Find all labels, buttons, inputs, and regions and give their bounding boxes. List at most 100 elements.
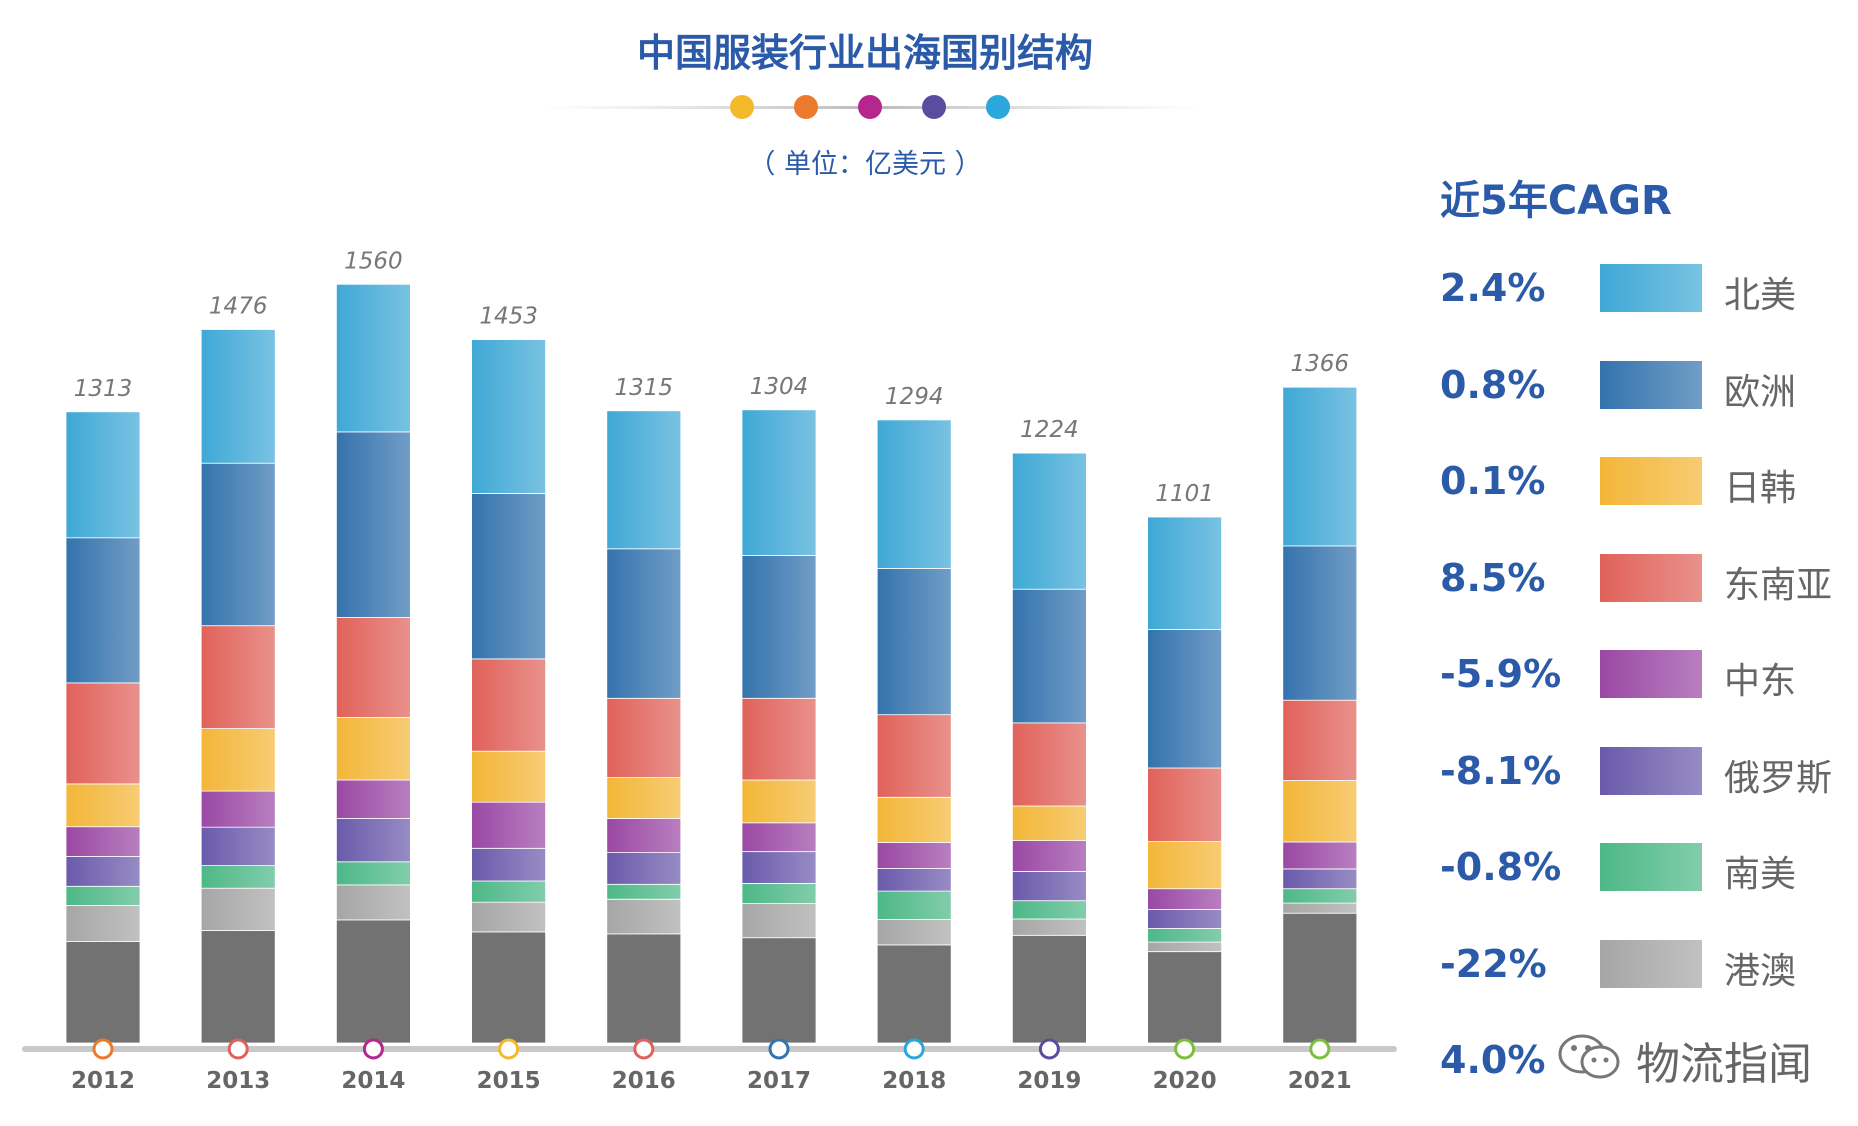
legend-name: 港澳 [1724,950,1797,992]
bar-segment [876,890,952,920]
bar-segment [1147,629,1222,769]
bar-segment [471,847,547,882]
legend-item: 2.4% 北美 [1440,264,1850,316]
year-marker [227,1038,249,1060]
total-label: 1224 [1020,417,1079,443]
x-tick-label: 2014 [341,1068,405,1094]
bar-segment [606,410,682,550]
legend-item: 8.5% 东南亚 [1440,553,1850,606]
bar-segment [1282,699,1358,781]
bar-segment [471,931,547,1044]
legend-item: -0.8% 南美 [1440,843,1850,895]
legend-item: -22% 港澳 [1440,939,1850,992]
legend-name: 东南亚 [1724,564,1833,606]
bar-segment [1012,722,1087,807]
bar-segment [65,905,141,942]
legend-swatch [1600,843,1702,891]
bar-segment [65,856,141,887]
chart-title: 中国服装行业出海国别结构 [636,31,1093,75]
bar-segment [65,537,141,684]
bar-segment [471,493,547,660]
year-marker [1174,1038,1196,1060]
bar-segment [65,941,141,1044]
bar-segment [606,933,682,1044]
legend-cagr-value: -0.8% [1440,845,1562,889]
legend-name: 南美 [1724,854,1797,895]
bar-segment [335,884,411,921]
bar-segment [876,714,952,798]
title-decoration [540,95,1200,119]
bar-segment [741,697,817,781]
bar-segment [1282,780,1358,843]
bar-segment [876,944,952,1044]
bar-segment [741,851,817,884]
year-marker [362,1038,384,1060]
legend-name: 俄罗斯 [1724,757,1833,799]
bar-segment [200,329,276,464]
bar-segment [1012,871,1087,902]
bar-segment [335,431,411,618]
legend-swatch [1600,457,1702,505]
bar-segment [1282,545,1358,701]
legend-cagr-value: 2.4% [1440,266,1546,310]
x-tick-label: 2019 [1017,1068,1081,1094]
bar-segment [335,779,411,819]
bar-segment [1147,941,1222,953]
bar-segment [606,777,682,819]
bar-segment [1012,452,1087,590]
year-marker [1309,1038,1331,1060]
total-label: 1476 [209,294,268,320]
bar-segment [1012,934,1087,1044]
x-tick-label: 2012 [71,1068,135,1094]
bar-segment [1147,841,1222,890]
bar-segment [1282,386,1358,547]
bar-segment [741,555,817,699]
bar-segment [876,842,952,869]
bar-segment [65,826,141,857]
bar-segment [1012,900,1087,920]
bar-segment [200,625,276,730]
legend-name: 欧洲 [1724,371,1797,413]
legend-swatch [1600,939,1702,988]
bar-segment [200,728,276,792]
bar-segment [876,919,952,946]
legend-cagr-value: -22% [1440,941,1547,986]
bar-segment [876,419,952,569]
bar-segment [1282,912,1358,1044]
bar-segment [335,919,411,1044]
decoration-dot [986,95,1010,119]
legend-item: -8.1% 俄罗斯 [1440,746,1850,799]
bar-segment [606,548,682,699]
bar-segment [200,790,276,828]
stacked-bar-chart: 1313 2012 1476 2013 1560 2014 1453 2015 1315 2016… [22,248,1397,1094]
bar-segment [606,697,682,778]
year-marker [903,1038,925,1060]
bar-segment [1147,928,1222,943]
bar-segment [741,409,817,556]
bar-segment [741,903,817,939]
total-label: 1294 [885,384,944,410]
cagr-title: 近5年CAGR [1440,178,1672,224]
total-label: 1560 [344,248,403,274]
year-marker [633,1038,655,1060]
bar-segment [335,861,411,886]
legend-item: -5.9% 中东 [1440,650,1850,702]
wechat-icon [1558,1034,1620,1079]
bar-segment [471,339,547,494]
bar-segment [1012,840,1087,872]
legend-swatch [1600,553,1702,602]
bar-segment [200,887,276,931]
bar-segment [335,818,411,863]
bar-segment [606,898,682,935]
bar-segment [1147,888,1222,910]
bar-segment [65,885,141,906]
bar-segment [200,865,276,889]
bar-segment [606,818,682,853]
year-marker [1038,1038,1060,1060]
decoration-dot [922,95,946,119]
x-tick-label: 2021 [1288,1068,1352,1094]
bar-segment [741,883,817,905]
bar-segment [471,880,547,903]
legend-cagr-value: 0.8% [1440,362,1546,407]
total-label: 1313 [74,376,133,402]
